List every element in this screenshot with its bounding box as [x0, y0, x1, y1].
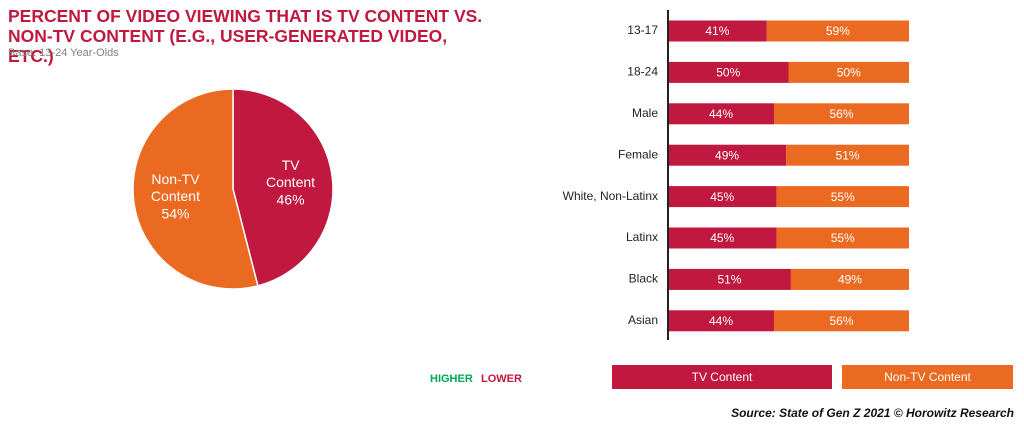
bar: [668, 103, 775, 125]
pie-slice: [132, 88, 259, 290]
y-tick-label: Latinx: [626, 230, 658, 244]
chart-subtitle: Base: 13-24 Year-Olds: [8, 47, 119, 59]
bar: [774, 310, 909, 332]
bar: [776, 186, 909, 208]
data-label: 51%: [717, 273, 741, 287]
bar: [774, 103, 909, 125]
bar: [668, 61, 789, 83]
chart-title: PERCENT OF VIDEO VIEWING THAT IS TV CONT…: [8, 6, 483, 66]
data-label: 59%: [826, 24, 850, 38]
y-tick-label: Male: [632, 106, 658, 120]
pie-value-label: 54%: [161, 205, 190, 222]
legend-label: Non-TV Content: [884, 370, 971, 384]
bar: [788, 61, 909, 83]
legend-swatch: [612, 365, 832, 389]
data-label: 56%: [830, 314, 854, 328]
legend-label: TV Content: [692, 370, 753, 384]
pie-category-label: Non-TV Content: [150, 171, 200, 205]
data-label: 50%: [837, 66, 861, 80]
y-tick-label: 13-17: [627, 23, 658, 37]
bar: [668, 227, 777, 249]
pie-value-label: 46%: [276, 191, 305, 208]
pie-slice: [232, 88, 334, 287]
y-tick-label: Female: [618, 147, 658, 161]
bar: [766, 20, 909, 42]
legend-swatch: [842, 365, 1013, 389]
data-label: 49%: [838, 273, 862, 287]
y-tick-label: Black: [629, 272, 659, 286]
bar: [786, 144, 909, 166]
y-tick-label: White, Non-Latinx: [563, 189, 658, 203]
bar: [668, 268, 791, 290]
data-label: 44%: [709, 107, 733, 121]
data-label: 45%: [710, 190, 734, 204]
annotation: HIGHER: [430, 373, 473, 385]
data-label: 50%: [716, 66, 740, 80]
data-label: 56%: [830, 107, 854, 121]
y-tick-label: 18-24: [627, 65, 658, 79]
bar: [668, 310, 775, 332]
data-label: 55%: [831, 190, 855, 204]
data-label: 41%: [705, 24, 729, 38]
bar: [790, 268, 909, 290]
data-label: 51%: [836, 148, 860, 162]
annotation: LOWER: [481, 373, 522, 385]
bar: [668, 144, 787, 166]
y-tick-label: Asian: [628, 313, 658, 327]
source: Source: State of Gen Z 2021 © Horowitz R…: [731, 406, 1014, 420]
bar: [668, 186, 777, 208]
data-label: 49%: [715, 148, 739, 162]
data-label: 44%: [709, 314, 733, 328]
bar: [776, 227, 909, 249]
pie-category-label: TV Content: [266, 156, 316, 190]
bar: [668, 20, 767, 42]
data-label: 45%: [710, 231, 734, 245]
data-label: 55%: [831, 231, 855, 245]
